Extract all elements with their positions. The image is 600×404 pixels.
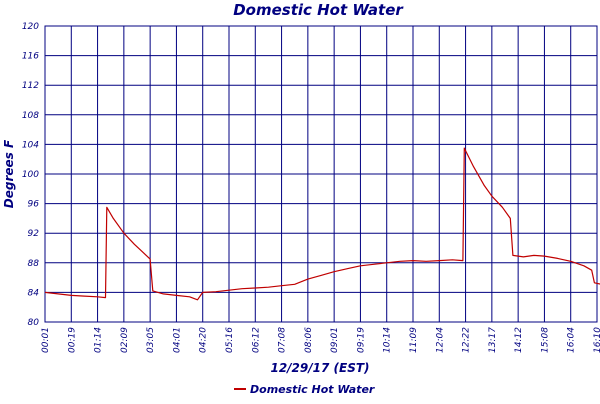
x-tick-label: 04:20: [199, 327, 209, 353]
x-tick-label: 03:05: [146, 327, 156, 353]
x-tick-label: 02:09: [120, 327, 130, 353]
series-line: [44, 147, 600, 301]
y-axis-ticks: 80 84 88 92 96 100 104 108 112 116 120: [22, 22, 39, 328]
x-tick-label: 06:12: [251, 327, 261, 353]
y-tick-label: 88: [28, 259, 40, 269]
y-tick-label: 116: [22, 52, 39, 62]
y-tick-label: 96: [28, 200, 40, 210]
x-tick-label: 11:09: [409, 327, 419, 353]
x-tick-label: 00:01: [41, 327, 51, 353]
x-tick-label: 00:19: [67, 327, 77, 353]
x-tick-label: 15:08: [540, 327, 550, 353]
legend-label: Domestic Hot Water: [250, 383, 375, 396]
y-tick-label: 104: [22, 140, 39, 150]
x-tick-label: 09:01: [330, 327, 340, 353]
x-tick-label: 16:04: [567, 327, 577, 353]
y-tick-label: 80: [28, 318, 40, 328]
x-tick-label: 12:22: [462, 327, 472, 353]
x-tick-label: 07:08: [278, 327, 288, 353]
y-tick-label: 120: [22, 22, 39, 32]
y-axis-title: Degrees F: [2, 139, 16, 208]
x-tick-label: 05:16: [225, 327, 235, 353]
y-tick-label: 100: [22, 170, 39, 180]
x-axis-ticks: 00:01 00:19 01:14 02:09 03:05 04:01 04:20 05:16…: [41, 327, 600, 353]
x-tick-label: 01:14: [94, 327, 104, 353]
y-tick-label: 92: [28, 229, 40, 239]
x-tick-label: 04:01: [172, 327, 182, 353]
x-tick-label: 10:14: [383, 327, 393, 353]
series-layer: [44, 147, 600, 301]
x-tick-label: 13:17: [488, 327, 498, 353]
legend: Domestic Hot Water: [234, 383, 375, 396]
y-tick-label: 108: [22, 111, 39, 121]
x-tick-label: 09:19: [356, 327, 366, 353]
grid: [44, 25, 598, 323]
x-tick-label: 14:12: [514, 327, 524, 353]
y-tick-label: 112: [22, 81, 39, 91]
x-tick-label: 12:04: [435, 327, 445, 353]
chart-title: Domestic Hot Water: [233, 1, 404, 19]
y-tick-label: 84: [28, 288, 40, 298]
x-tick-label: 08:06: [304, 327, 314, 353]
x-tick-label: 16:10: [593, 327, 600, 353]
x-axis-title: 12/29/17 (EST): [270, 361, 369, 375]
